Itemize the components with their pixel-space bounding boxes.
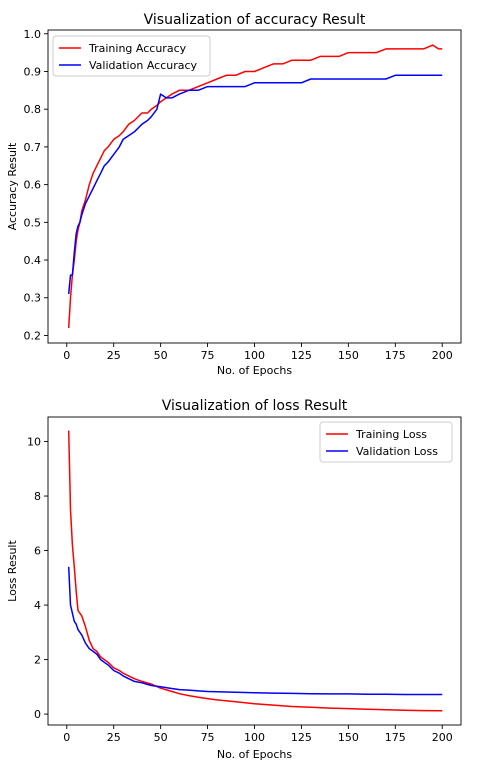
accuracy-chart-xtick-label: 125: [291, 349, 312, 362]
accuracy-chart-xtick-label: 0: [63, 349, 70, 362]
accuracy-chart-xlabel: No. of Epochs: [217, 364, 293, 377]
loss-chart-xtick-label: 175: [385, 731, 406, 744]
loss-chart-xtick-label: 100: [244, 731, 265, 744]
accuracy-chart-series: [67, 44, 443, 328]
accuracy-chart-legend-label-0: Training Accuracy: [88, 42, 187, 55]
loss-chart-legend: Training Loss Validation Loss: [319, 421, 453, 463]
accuracy-chart-ytick-label: 0.5: [24, 216, 42, 229]
loss-chart-xlabel: No. of Epochs: [217, 748, 293, 761]
loss-chart-ytick-label: 4: [34, 599, 41, 612]
accuracy-chart-xtick-label: 200: [432, 349, 453, 362]
loss-chart-series-1-line: [67, 566, 443, 696]
accuracy-chart: Visualization of accuracy Result Accurac…: [6, 12, 462, 377]
accuracy-chart-frame: [47, 29, 462, 344]
loss-chart-legend-box: [319, 421, 453, 463]
loss-chart-series: [67, 430, 443, 712]
loss-chart-legend-label-0: Training Loss: [355, 428, 427, 441]
loss-chart-ylabel: Loss Result: [6, 540, 19, 602]
loss-chart-frame: [47, 416, 462, 726]
accuracy-chart-xtick-label: 25: [107, 349, 121, 362]
accuracy-chart-ylabel: Accuracy Result: [6, 142, 19, 230]
loss-chart-ticks: 0 25 50 75 100 125 150 175 200 0 2 4 6 8 10: [27, 436, 453, 744]
loss-chart-xtick-label: 200: [432, 731, 453, 744]
accuracy-chart-ytick-label: 0.8: [24, 103, 42, 116]
accuracy-chart-xtick-label: 50: [154, 349, 168, 362]
accuracy-chart-ytick-label: 0.6: [24, 179, 42, 192]
accuracy-chart-ytick-label: 0.3: [24, 292, 42, 305]
accuracy-chart-xtick-label: 75: [201, 349, 215, 362]
accuracy-chart-xtick-label: 150: [338, 349, 359, 362]
accuracy-chart-series-0-line: [67, 44, 443, 328]
loss-chart-ytick-label: 8: [34, 490, 41, 503]
loss-chart-ytick-label: 2: [34, 654, 41, 667]
loss-chart-xtick-label: 125: [291, 731, 312, 744]
loss-chart: Visualization of loss Result Loss Result…: [6, 398, 462, 761]
accuracy-chart-series-1-line: [67, 74, 443, 295]
accuracy-chart-legend-box: [52, 35, 211, 77]
accuracy-chart-ytick-label: 1.0: [24, 28, 42, 41]
accuracy-chart-xtick-label: 175: [385, 349, 406, 362]
accuracy-chart-ytick-label: 0.2: [24, 329, 42, 342]
loss-chart-xtick-label: 75: [201, 731, 215, 744]
accuracy-chart-ytick-label: 0.7: [24, 141, 42, 154]
accuracy-chart-ticks: 0 25 50 75 100 125 150 175 200 0.2 0.3 0.4 0.5 0.6 0.7…: [24, 28, 453, 362]
loss-chart-ytick-label: 0: [34, 708, 41, 721]
loss-chart-ytick-label: 10: [27, 436, 41, 449]
loss-chart-xtick-label: 0: [63, 731, 70, 744]
loss-chart-xtick-label: 25: [107, 731, 121, 744]
loss-chart-title: Visualization of loss Result: [162, 398, 348, 414]
accuracy-chart-ytick-label: 0.4: [24, 254, 42, 267]
accuracy-chart-legend-label-1: Validation Accuracy: [89, 59, 198, 72]
loss-chart-xtick-label: 150: [338, 731, 359, 744]
accuracy-chart-legend: Training Accuracy Validation Accuracy: [52, 35, 211, 77]
accuracy-chart-title: Visualization of accuracy Result: [144, 12, 366, 28]
accuracy-chart-ytick-label: 0.9: [24, 65, 42, 78]
loss-chart-ytick-label: 6: [34, 545, 41, 558]
accuracy-chart-xtick-label: 100: [244, 349, 265, 362]
loss-chart-xtick-label: 50: [154, 731, 168, 744]
loss-chart-series-0-line: [67, 430, 443, 712]
loss-chart-legend-label-1: Validation Loss: [356, 445, 438, 458]
